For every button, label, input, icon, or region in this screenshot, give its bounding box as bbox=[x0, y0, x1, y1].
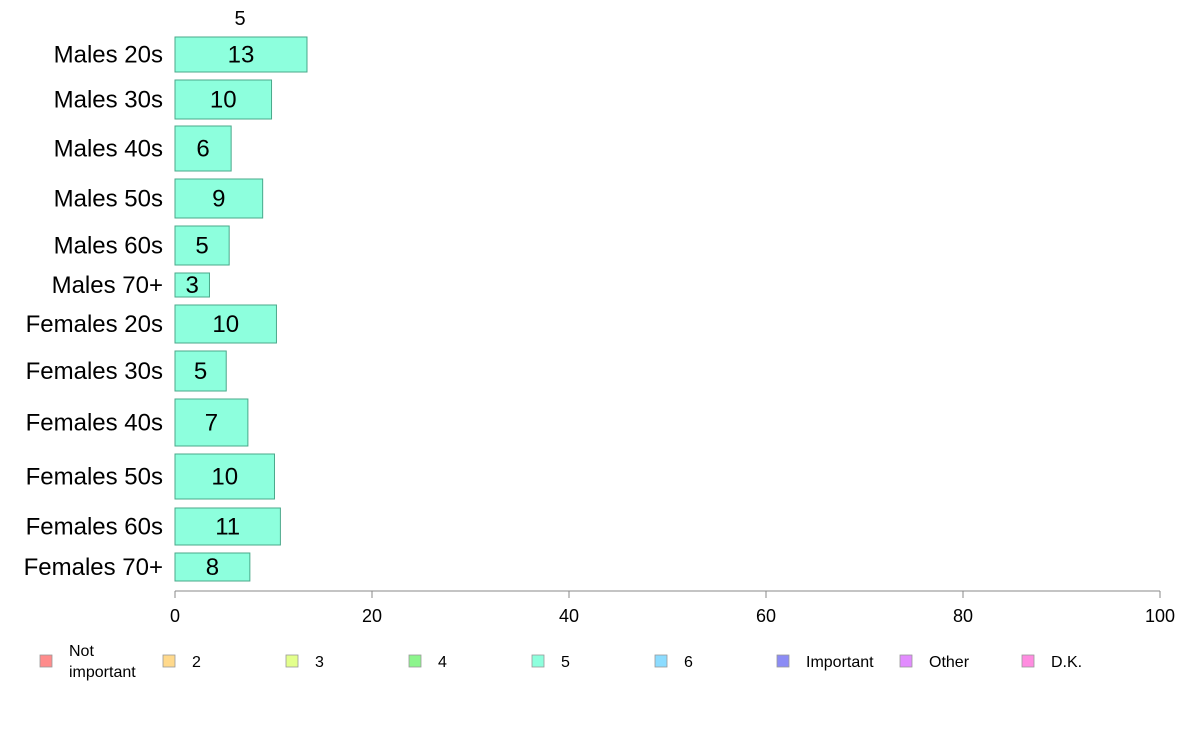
bar-value-label: 9 bbox=[212, 186, 225, 213]
category-label: Males 20s bbox=[54, 42, 163, 69]
legend-label: 3 bbox=[315, 654, 324, 671]
category-label: Females 20s bbox=[26, 311, 163, 338]
bar bbox=[174, 304, 277, 344]
legend-label: Other bbox=[929, 654, 970, 671]
bar-value-label: 10 bbox=[211, 464, 238, 491]
bar-value-label: 11 bbox=[215, 514, 240, 541]
category-label: Females 30s bbox=[26, 358, 163, 385]
category-label: Females 50s bbox=[26, 464, 163, 491]
column-title: 5 bbox=[234, 8, 245, 30]
legend-swatch bbox=[408, 654, 422, 668]
legend-swatch bbox=[899, 654, 913, 668]
bar bbox=[174, 178, 264, 219]
legend-swatch bbox=[1021, 654, 1035, 668]
x-tick-label: 40 bbox=[559, 606, 579, 626]
x-tick-label: 100 bbox=[1145, 606, 1175, 626]
bar-value-label: 13 bbox=[228, 42, 255, 69]
category-label: Males 50s bbox=[54, 186, 163, 213]
category-label: Males 40s bbox=[54, 136, 163, 163]
legend-swatch bbox=[162, 654, 176, 668]
bar-value-label: 6 bbox=[196, 136, 209, 163]
bar bbox=[174, 552, 251, 582]
x-tick-label: 80 bbox=[953, 606, 973, 626]
legend-swatch bbox=[531, 654, 545, 668]
category-label: Males 60s bbox=[54, 233, 163, 260]
bar bbox=[174, 507, 281, 546]
legend-label: 2 bbox=[192, 654, 201, 671]
category-label: Males 70+ bbox=[52, 272, 163, 299]
legend-label: 4 bbox=[438, 654, 447, 671]
bar-value-label: 10 bbox=[210, 87, 237, 114]
bar-value-label: 10 bbox=[212, 311, 239, 338]
legend: Not important 2 3 4 5 6 Important Other D.K. bbox=[39, 643, 1082, 681]
bars-group: Males 20s 13 Males 30s 10 Males 40s 6 Males 50… bbox=[24, 36, 308, 582]
bar-value-label: 5 bbox=[195, 233, 208, 260]
category-label: Males 30s bbox=[54, 87, 163, 114]
bar bbox=[174, 225, 230, 266]
legend-label: Not important bbox=[69, 643, 136, 681]
bar-value-label: 3 bbox=[186, 272, 199, 299]
legend-label: 5 bbox=[561, 654, 570, 671]
legend-label: 6 bbox=[684, 654, 693, 671]
bar-value-label: 7 bbox=[205, 410, 218, 437]
bar bbox=[174, 398, 249, 447]
x-tick-label: 20 bbox=[362, 606, 382, 626]
x-tick-label: 0 bbox=[170, 606, 180, 626]
bar bbox=[174, 453, 275, 500]
bar bbox=[174, 36, 308, 73]
bar bbox=[174, 272, 210, 298]
category-label: Females 60s bbox=[26, 514, 163, 541]
x-axis: 0 20 40 60 80 100 bbox=[170, 590, 1175, 626]
bar bbox=[174, 79, 273, 120]
legend-swatch bbox=[39, 654, 53, 668]
x-tick-label: 60 bbox=[756, 606, 776, 626]
legend-label: D.K. bbox=[1051, 654, 1082, 671]
bar bbox=[174, 125, 232, 172]
bar-value-label: 8 bbox=[206, 554, 219, 581]
category-label: Females 40s bbox=[26, 410, 163, 437]
legend-swatch bbox=[654, 654, 668, 668]
bar-value-label: 5 bbox=[194, 358, 207, 385]
bar bbox=[174, 350, 227, 392]
legend-label: Important bbox=[806, 654, 874, 671]
legend-swatch bbox=[285, 654, 299, 668]
category-label: Females 70+ bbox=[24, 554, 163, 581]
legend-swatch bbox=[776, 654, 790, 668]
